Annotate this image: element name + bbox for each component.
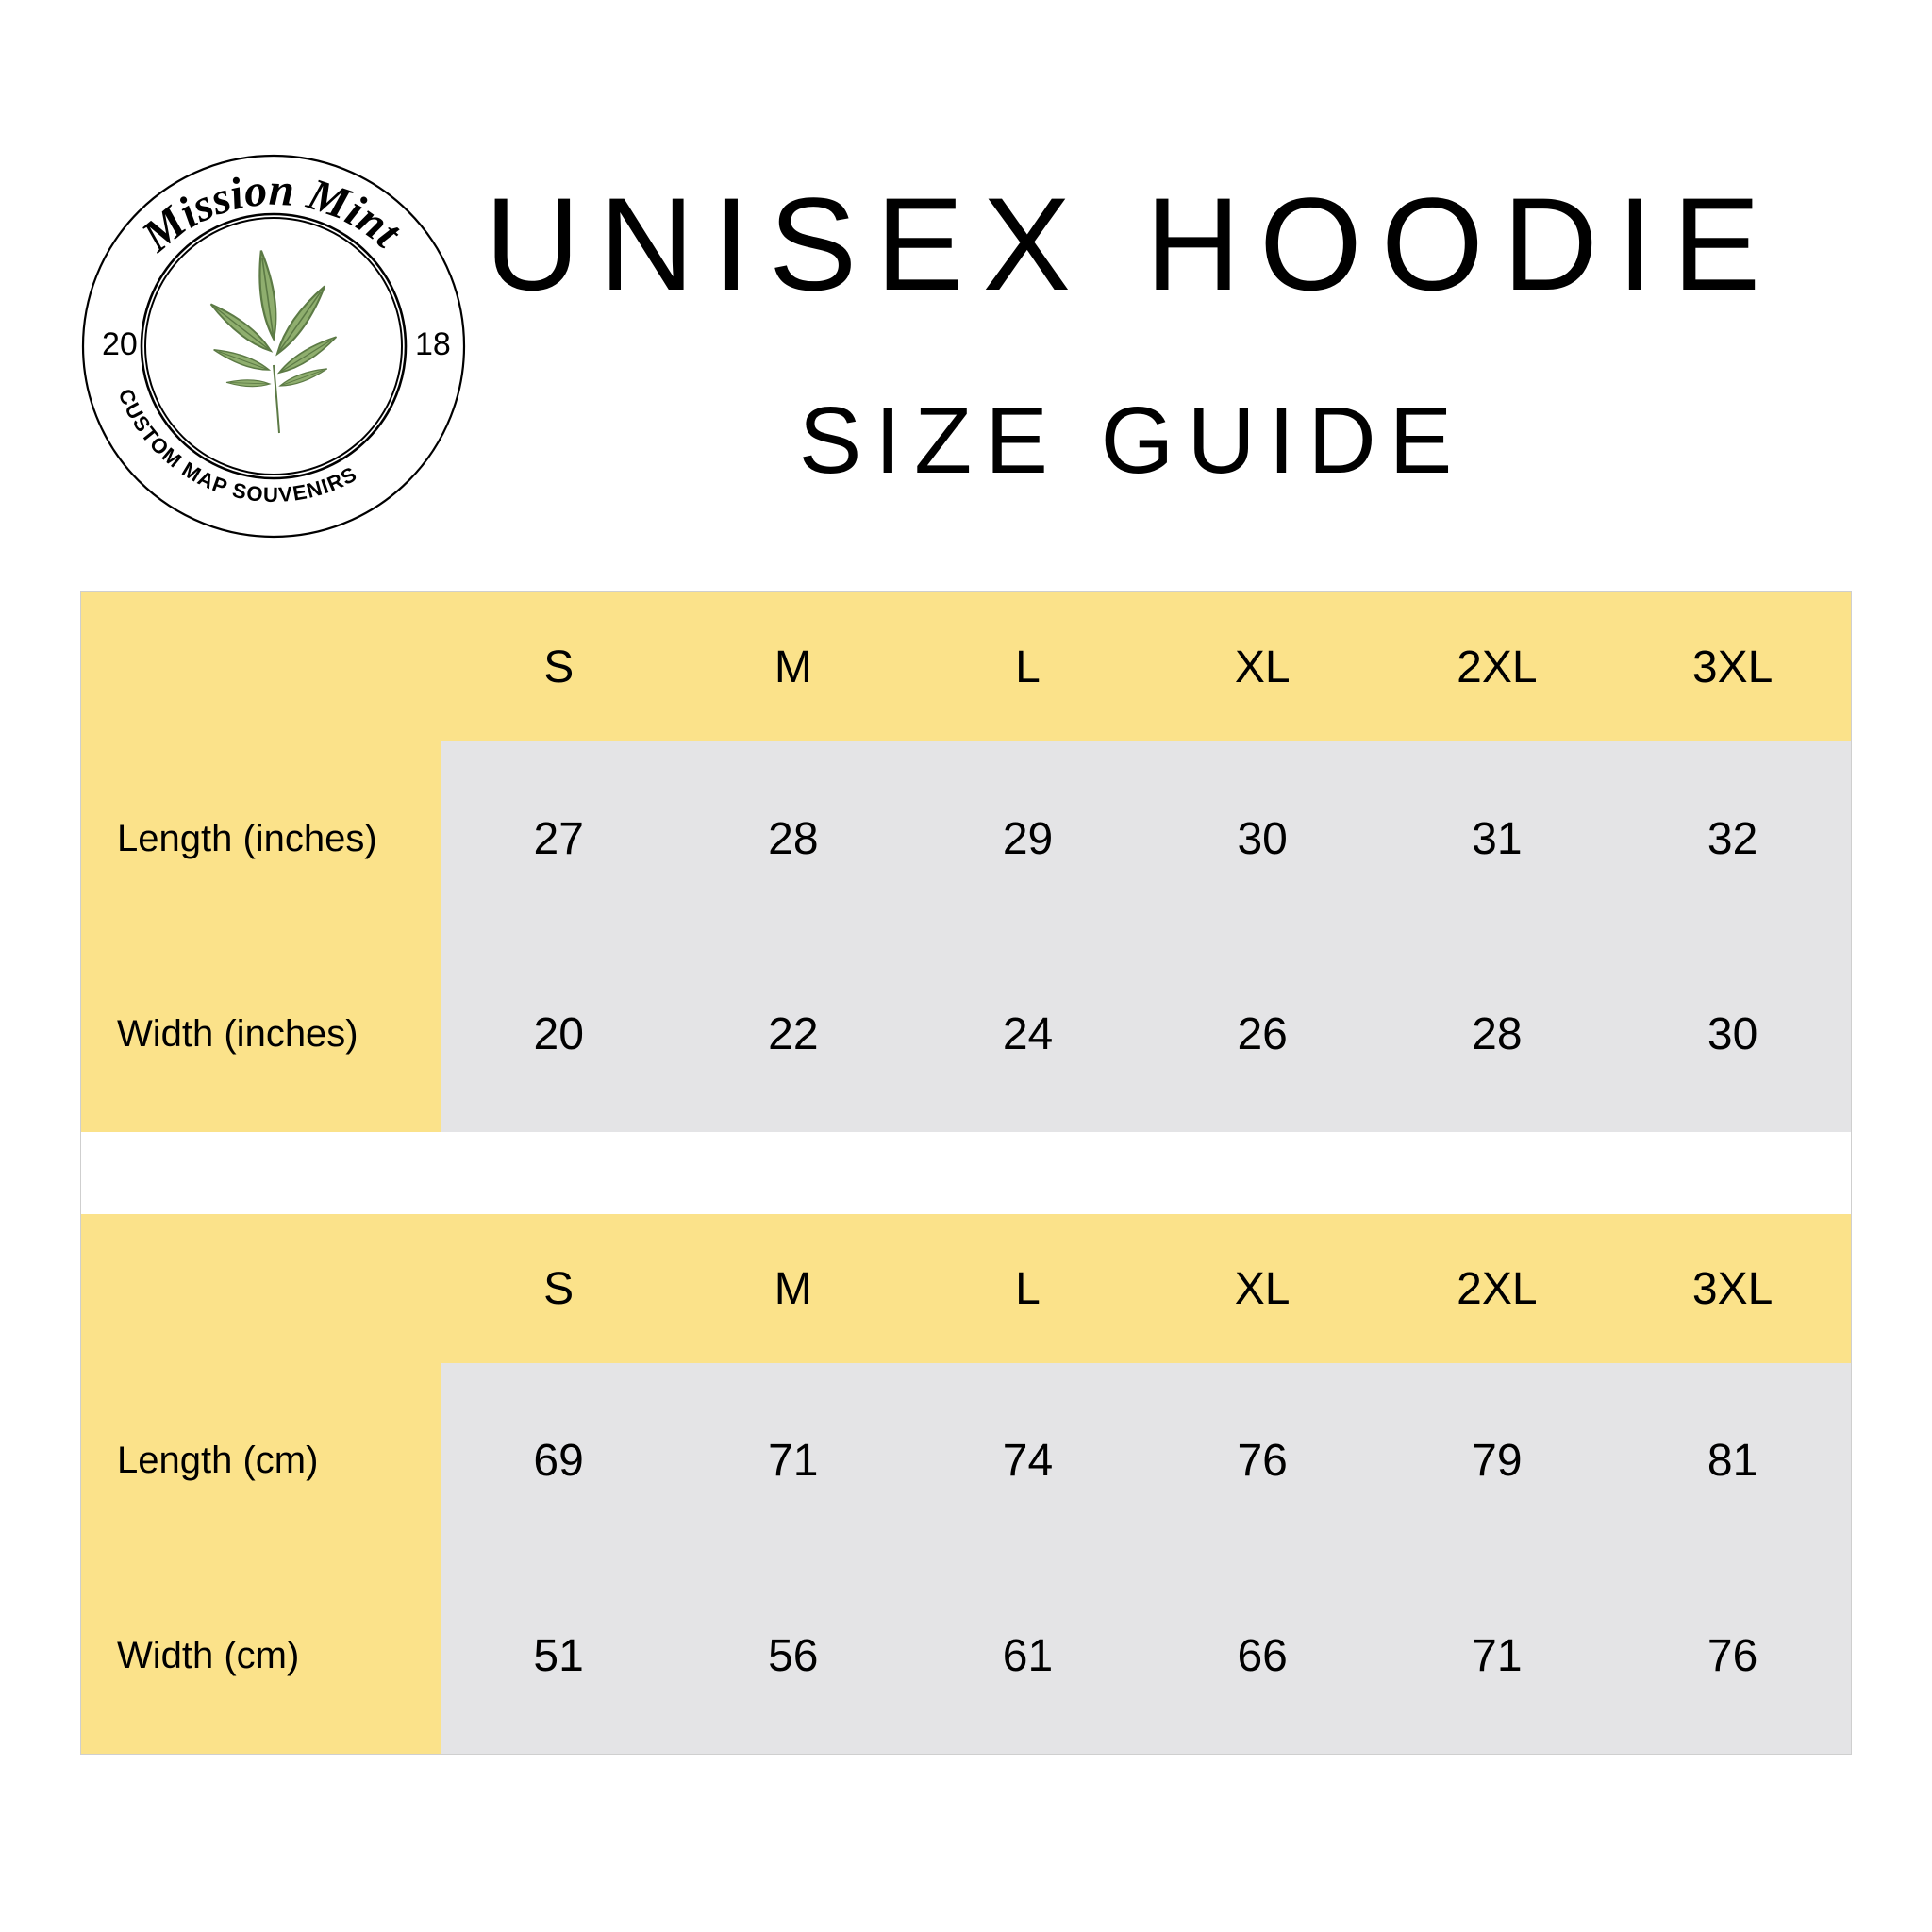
svg-text:20: 20 bbox=[102, 326, 138, 362]
